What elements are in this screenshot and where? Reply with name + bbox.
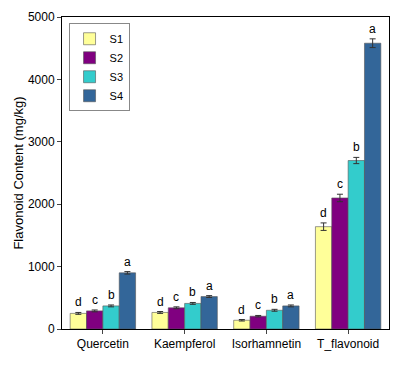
svg-text:1000: 1000	[28, 260, 55, 274]
svg-text:b: b	[271, 292, 278, 306]
svg-text:a: a	[369, 22, 376, 36]
svg-text:Isorhamnetin: Isorhamnetin	[232, 337, 301, 351]
svg-text:5000: 5000	[28, 10, 55, 24]
svg-text:a: a	[124, 255, 131, 269]
svg-text:Kaempferol: Kaempferol	[154, 337, 215, 351]
svg-text:c: c	[173, 290, 179, 304]
svg-text:S3: S3	[110, 71, 123, 83]
svg-text:4000: 4000	[28, 73, 55, 87]
svg-text:a: a	[206, 279, 213, 293]
svg-text:d: d	[157, 295, 164, 309]
svg-text:S4: S4	[110, 90, 123, 102]
svg-text:S1: S1	[110, 33, 123, 45]
svg-text:d: d	[320, 206, 327, 220]
svg-text:S2: S2	[110, 52, 123, 64]
svg-text:b: b	[108, 288, 115, 302]
svg-text:Quercetin: Quercetin	[77, 337, 129, 351]
svg-text:c: c	[337, 177, 343, 191]
svg-text:2000: 2000	[28, 197, 55, 211]
svg-text:d: d	[75, 295, 82, 309]
svg-text:0: 0	[48, 322, 55, 336]
svg-text:b: b	[353, 140, 360, 154]
svg-text:c: c	[92, 293, 98, 307]
svg-text:T_flavonoid: T_flavonoid	[317, 337, 379, 351]
svg-text:a: a	[287, 288, 294, 302]
svg-text:3000: 3000	[28, 135, 55, 149]
svg-text:d: d	[238, 303, 245, 317]
svg-text:c: c	[255, 298, 261, 312]
svg-text:b: b	[189, 285, 196, 299]
svg-text:Flavonoid Content (mg/kg): Flavonoid Content (mg/kg)	[11, 96, 26, 249]
